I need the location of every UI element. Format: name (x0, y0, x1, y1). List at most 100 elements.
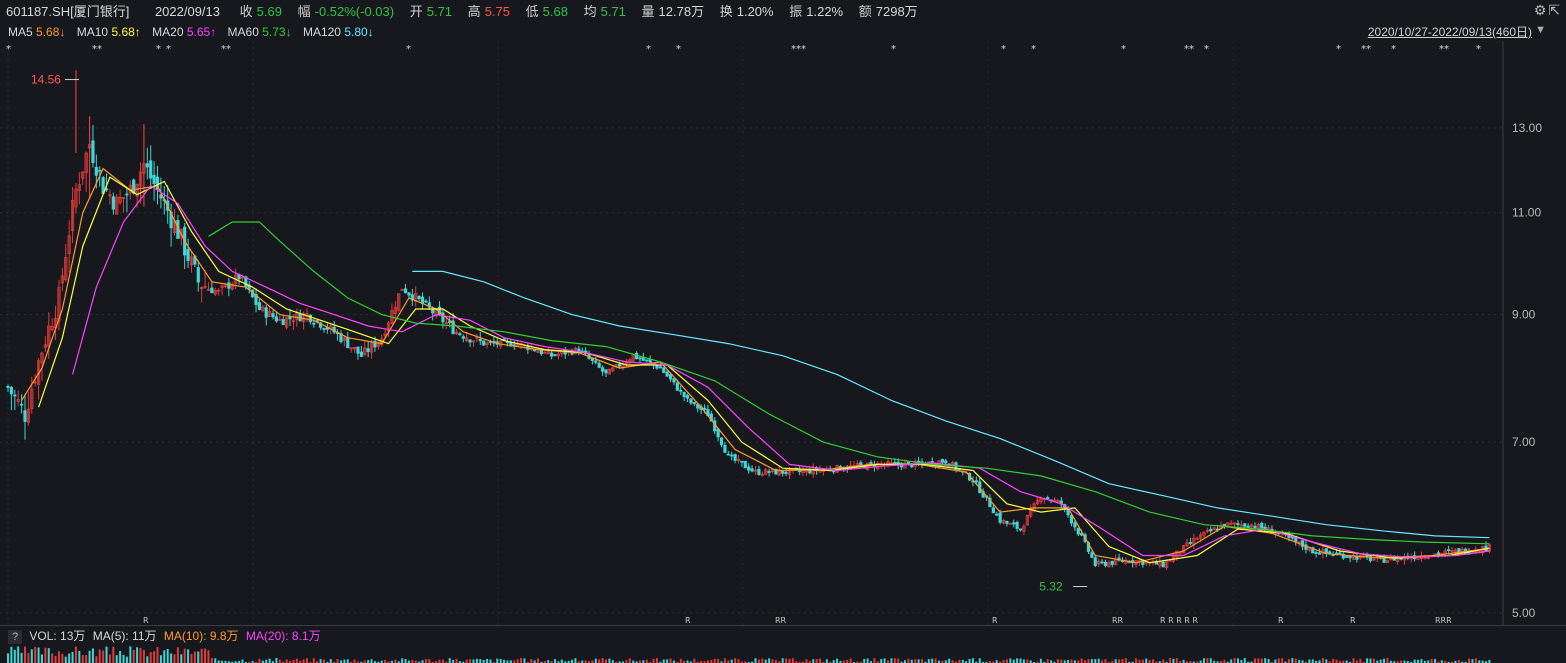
volume-bar (900, 661, 903, 663)
candle-body (1253, 525, 1257, 528)
volume-bar (1338, 660, 1341, 663)
volume-bar (720, 661, 723, 663)
caret-down-icon[interactable]: ▼ (1535, 24, 1546, 36)
volume-bar (1366, 658, 1369, 663)
volume-bar (1203, 658, 1205, 663)
volume-bar (251, 660, 254, 663)
volume-bar (1461, 661, 1464, 663)
candle-body (757, 468, 761, 475)
candle-body (373, 340, 377, 348)
volume-bar (404, 658, 407, 663)
volume-bar (1022, 659, 1025, 663)
candle-body (465, 337, 469, 342)
candle-body (1202, 531, 1206, 536)
candle-body (359, 351, 363, 357)
stock-symbol[interactable]: 601187.SH[厦门银行] (6, 4, 130, 19)
candle-body (1103, 561, 1108, 566)
volume-bar (265, 659, 268, 663)
volume-bar (1196, 661, 1199, 663)
volume-bar (1345, 660, 1348, 663)
ma20-legend: MA20 5.65↑ (152, 25, 217, 39)
volume-bar (1386, 658, 1389, 663)
volume-bar (1009, 658, 1012, 663)
volume-bar (1104, 659, 1107, 663)
candle-body (1093, 557, 1097, 566)
candle-body (397, 293, 401, 311)
volume-bar (37, 647, 40, 663)
volume-bar (689, 661, 692, 663)
volume-bar (469, 659, 472, 663)
volume-bar (326, 661, 329, 663)
y-tick-label: 5.00 (1512, 606, 1536, 620)
volume-bar (737, 659, 740, 663)
volume-bar (322, 659, 325, 663)
candle-body (454, 331, 459, 335)
candle-body (719, 437, 724, 446)
volume-bar (238, 660, 241, 663)
volume-bar (1427, 660, 1430, 663)
volume-bar (1165, 661, 1168, 663)
volume-bar (489, 659, 492, 663)
volume-bar (1236, 658, 1239, 663)
volume-bar (978, 658, 981, 663)
candle-body (675, 382, 679, 391)
candle-body (774, 468, 778, 475)
volume-bar (1005, 659, 1008, 663)
volume-bar (856, 661, 859, 663)
volume-bar (543, 661, 546, 663)
volume-bar (1039, 658, 1042, 663)
volume-bar (628, 658, 631, 663)
candle-body (322, 328, 326, 330)
date-range[interactable]: 2020/10/27-2022/09/13(460日) (1367, 25, 1532, 39)
gear-icon[interactable]: ⚙ (1533, 2, 1549, 18)
volume-bar (893, 658, 896, 663)
help-icon[interactable]: ? (8, 630, 22, 644)
volume-bar (890, 658, 893, 663)
candle-body (291, 320, 296, 323)
volume-bar (520, 658, 523, 663)
volume-bar (34, 647, 37, 663)
candle-body (1110, 560, 1114, 565)
event-marker: * (156, 44, 161, 55)
grid (0, 41, 1503, 625)
volume-bar (231, 661, 234, 663)
series-ma120-line (412, 270, 1490, 539)
candle-body (84, 152, 88, 174)
volume-bar (411, 659, 414, 663)
candle-body (1314, 552, 1318, 554)
annotation-label: 14.56 (31, 73, 61, 87)
volume-bar (299, 660, 302, 663)
volume-bar (931, 658, 934, 663)
amount-value: 7298万 (875, 4, 918, 19)
volume-bar (401, 658, 404, 663)
volume-bar (44, 647, 47, 663)
candle-body (750, 468, 754, 472)
event-marker: * (406, 44, 411, 55)
candle-body (349, 347, 353, 350)
volume-bar (516, 659, 519, 663)
candle-body (1035, 499, 1040, 505)
volume-bar (530, 659, 533, 663)
volume-bar (441, 659, 444, 663)
volume-bar (608, 658, 611, 663)
candle-body (1239, 524, 1243, 527)
candle-body (743, 460, 747, 469)
candle-body (611, 367, 615, 372)
volume-bar (632, 660, 635, 663)
expand-icon[interactable]: ⇱ (1548, 2, 1562, 18)
volume-bar (1131, 661, 1134, 663)
volume-bar (1114, 659, 1117, 663)
candle-body (363, 347, 367, 356)
volume-bar (1145, 658, 1148, 663)
candle-body (770, 469, 775, 472)
candle-body (274, 316, 279, 322)
candle-body (1205, 529, 1209, 532)
volume-bar (431, 661, 434, 663)
volume-bar (550, 661, 553, 663)
volume-bar (95, 656, 98, 663)
series-ma10-line (38, 176, 1490, 564)
low-value: 5.68 (542, 4, 568, 19)
volume-bar (275, 658, 278, 663)
volume-bar (1046, 659, 1049, 663)
